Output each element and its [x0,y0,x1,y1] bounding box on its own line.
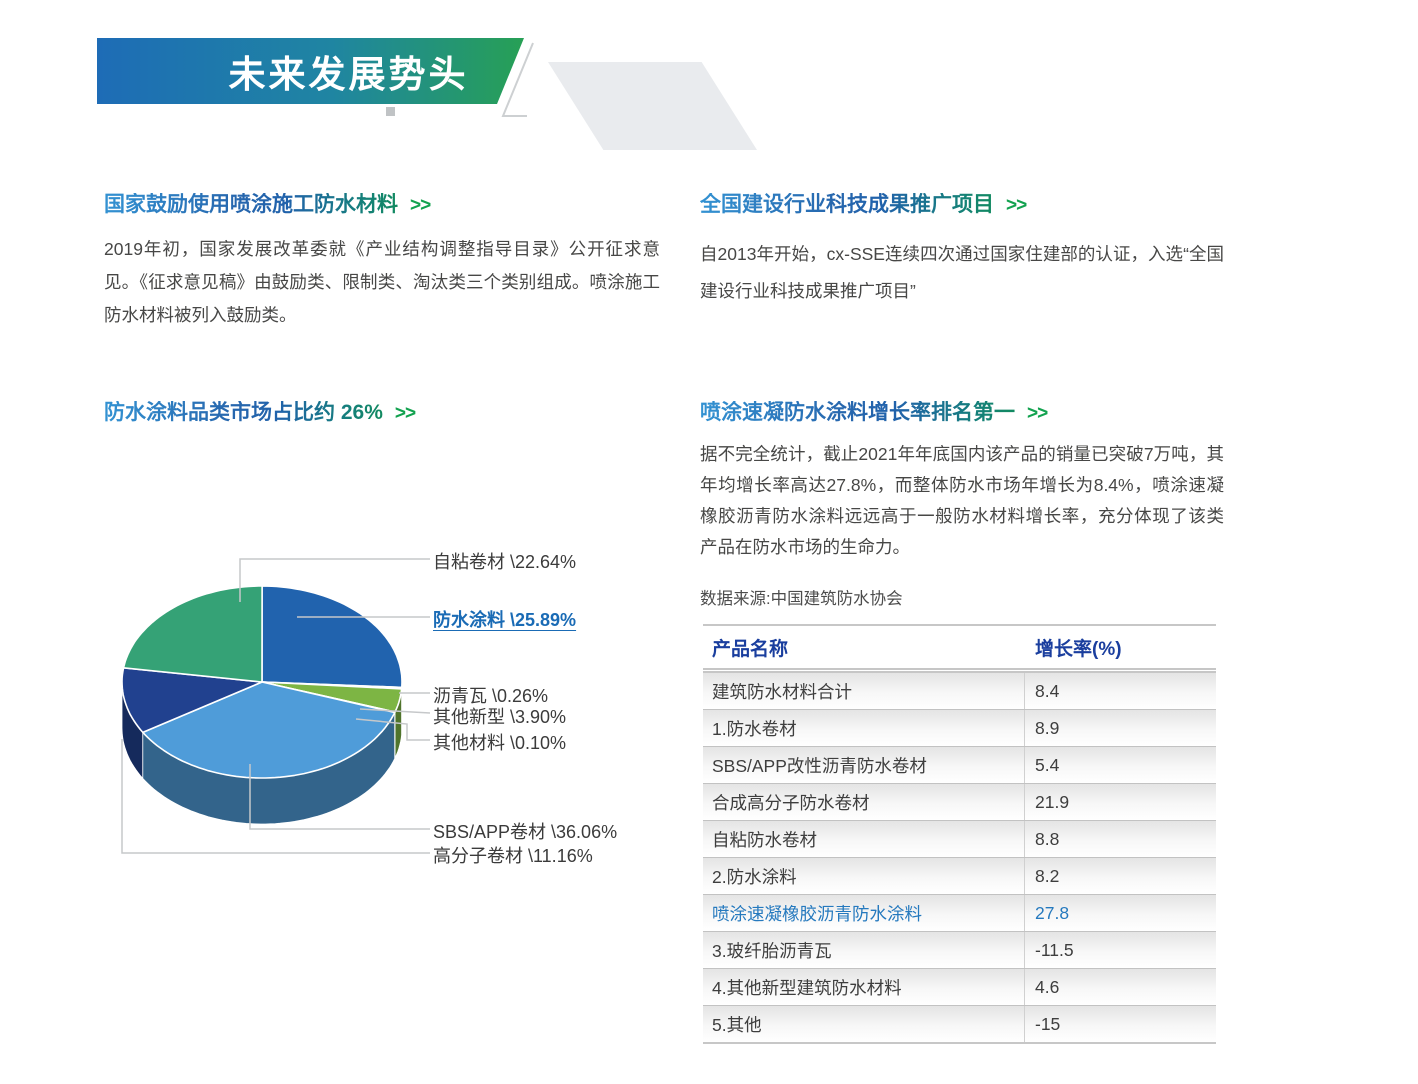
table-cell-growth: 4.6 [1035,976,1060,997]
data-source-note: 数据来源:中国建筑防水协会 [700,590,903,608]
title-banner: 未来发展势头 [97,38,524,104]
table-header-growth: 增长率(%) [1035,638,1122,660]
table-cell-product: 3.玻纤胎沥青瓦 [703,932,1025,968]
pie-slice-其他新型 [261,681,403,713]
growth-table-body: 建筑防水材料合计 8.4 1.防水卷材 8.9 SBS/APP改性沥青防水卷材 5.4 合成… [703,673,1216,1044]
pie-label-asphalt-shingle: 沥青瓦 \0.26% [433,686,549,706]
pie-slice-side-高分子卷材 [121,681,144,780]
table-row: 5.其他 -15 [703,1006,1216,1044]
pie-label-sbs-app: SBS/APP卷材 \36.06% [433,822,618,842]
heading-arrows-icon: >> [410,195,431,216]
heading-arrows-icon: >> [1006,195,1027,216]
section-heading-market-share: 防水涂料品类市场占比约 26% >> [104,396,416,426]
pie-callout-lines [121,558,431,854]
table-header-row: 产品名称 增长率(%) [703,624,1216,668]
table-row: SBS/APP改性沥青防水卷材 5.4 [703,747,1216,784]
banner-decoration-parallelogram [548,62,757,150]
table-row: 3.玻纤胎沥青瓦 -11.5 [703,932,1216,969]
table-cell-growth: 21.9 [1035,791,1070,812]
section-heading-promotion-text: 全国建设行业科技成果推广项目 [700,193,994,216]
pie-label-other-new: 其他新型 \3.90% [433,707,567,727]
table-header-product: 产品名称 [712,638,789,660]
heading-arrows-icon: >> [1027,403,1048,424]
section-heading-growth-rank-text: 喷涂速凝防水涂料增长率排名第一 [700,401,1015,424]
table-cell-product: 喷涂速凝橡胶沥青防水涂料 [703,895,1025,931]
section-heading-policy: 国家鼓励使用喷涂施工防水材料 >> [104,188,431,218]
section-heading-promotion: 全国建设行业科技成果推广项目 >> [700,188,1027,218]
table-cell-growth: 8.9 [1035,717,1060,738]
section-heading-growth-rank: 喷涂速凝防水涂料增长率排名第一 >> [700,396,1048,426]
table-cell-product: 2.防水涂料 [703,858,1025,894]
pie-slice-高分子卷材 [121,667,263,734]
pie-label-polymer: 高分子卷材 \11.16% [433,846,593,866]
heading-arrows-icon: >> [394,403,416,424]
page-title: 未来发展势头 [228,54,469,95]
section-policy-body: 2019年初，国家发展改革委就《产业结构调整指导目录》公开征求意见。《征求意见稿… [104,239,660,325]
table-row: 合成高分子防水卷材 21.9 [703,784,1216,821]
pie-slice-SBS/APP卷材 [142,681,396,779]
table-row: 2.防水涂料 8.2 [703,858,1216,895]
table-cell-growth: 27.8 [1035,902,1070,923]
pie-slice-自粘卷材 [122,585,263,683]
pie-label-other-material: 其他材料 \0.10% [433,733,567,753]
table-cell-growth: -11.5 [1035,939,1074,960]
pie-slice-side-其他新型 [394,688,402,759]
table-cell-growth: 8.2 [1035,865,1060,886]
pie-slice-side-SBS/APP卷材 [142,712,396,825]
pie-label-waterproof-coating: 防水涂料 \25.89% [433,610,577,630]
table-cell-product: 建筑防水材料合计 [703,673,1025,709]
section-heading-policy-text: 国家鼓励使用喷涂施工防水材料 [104,193,398,216]
section-growth-rank-body: 据不完全统计，截止2021年年底国内该产品的销量已突破7万吨，其年均增长率高达2… [700,444,1224,557]
table-cell-growth: 5.4 [1035,754,1060,775]
table-row: 建筑防水材料合计 8.4 [703,673,1216,710]
table-header-divider [703,668,1216,673]
banner-decoration-square [386,107,395,116]
table-cell-product: 4.其他新型建筑防水材料 [703,969,1025,1005]
table-cell-product: 合成高分子防水卷材 [703,784,1025,820]
table-row: 4.其他新型建筑防水材料 4.6 [703,969,1216,1006]
table-row: 1.防水卷材 8.9 [703,710,1216,747]
table-cell-product: 1.防水卷材 [703,710,1025,746]
table-cell-growth: 8.4 [1035,680,1060,701]
section-heading-market-share-text: 防水涂料品类市场占比约 26% [104,401,383,424]
table-cell-growth: 8.8 [1035,828,1060,849]
table-row: 自粘防水卷材 8.8 [703,821,1216,858]
pie-slice-沥青瓦 [261,681,403,690]
section-promotion-body: 自2013年开始，cx-SSE连续四次通过国家住建部的认证，入选“全国建设行业科… [700,244,1224,301]
pie-slice-防水涂料 [261,585,403,689]
table-row: 喷涂速凝橡胶沥青防水涂料 27.8 [703,895,1216,932]
pie-slice-其他材料 [261,681,396,714]
growth-rate-table: 产品名称 增长率(%) 建筑防水材料合计 8.4 1.防水卷材 8.9 SBS/APP改… [703,624,1216,1044]
table-cell-product: 5.其他 [703,1006,1025,1042]
pie-label-self-adhesive: 自粘卷材 \22.64% [433,552,577,572]
table-cell-product: 自粘防水卷材 [703,821,1025,857]
table-cell-growth: -15 [1035,1013,1061,1034]
table-cell-product: SBS/APP改性沥青防水卷材 [703,747,1025,783]
